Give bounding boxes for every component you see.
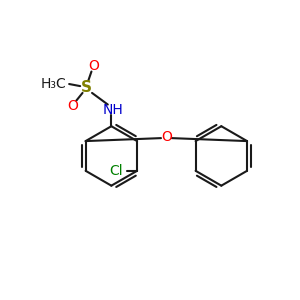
- Text: S: S: [81, 80, 92, 95]
- Text: O: O: [67, 99, 78, 113]
- Text: NH: NH: [103, 103, 123, 117]
- Text: H₃C: H₃C: [40, 77, 66, 91]
- Text: O: O: [161, 130, 172, 144]
- Text: O: O: [88, 59, 99, 73]
- Text: Cl: Cl: [110, 164, 123, 178]
